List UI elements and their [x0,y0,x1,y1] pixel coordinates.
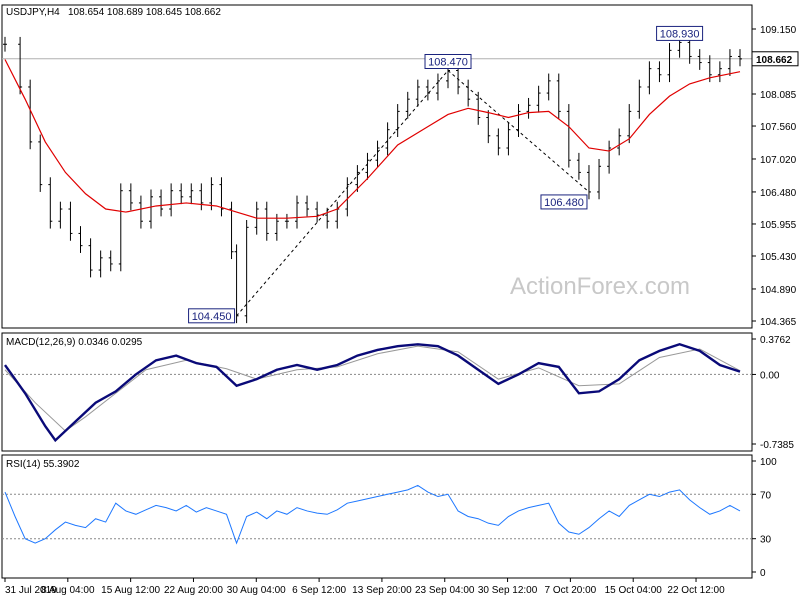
x-tick-label-4: 30 Aug 04:00 [227,585,286,596]
moving-average-line [4,59,741,219]
price-tick-label-3: 107.560 [760,122,797,133]
price-tick-label-6: 105.955 [760,220,797,231]
macd-main-line [4,343,741,443]
annotation-box-3 [188,308,236,324]
x-tick-label-6: 13 Sep 20:00 [352,585,412,596]
price-tick-label-2: 108.085 [760,90,797,101]
macd-tick-label-0: 0.3762 [760,335,791,346]
x-tick-label-3: 22 Aug 20:00 [164,585,223,596]
symbol-label: USDJPY,H4 [6,7,60,18]
rsi-tick-label-3: 0 [760,568,766,579]
trend-line-down [447,70,590,193]
price-tick-label-5: 106.480 [760,188,797,199]
annotation-label-1: 108.470 [428,56,468,68]
x-tick-label-8: 30 Sep 12:00 [478,585,538,596]
last-price-label: 108.662 [756,55,793,66]
macd-panel [1,332,753,452]
last-price-box [751,51,799,67]
rsi-tick-label-1: 70 [760,490,772,501]
watermark: ActionForex.com [510,273,690,300]
x-tick-label-9: 7 Oct 20:00 [545,585,597,596]
annotation-label-2: 106.480 [544,197,584,209]
annotation-label-3: 104.450 [192,311,232,323]
x-tick-label-0: 31 Jul 2019 [5,585,57,596]
ohlc-label: 108.654 108.689 108.645 108.662 [68,7,221,18]
price-tick-label-9: 104.365 [760,317,797,328]
rsi-line [4,484,741,545]
rsi-panel [1,454,753,579]
annotation-box-1 [424,53,472,69]
annotation-box-0 [656,25,704,41]
rsi-label: RSI(14) 55.3902 [6,459,80,470]
annotation-label-0: 108.930 [660,28,700,40]
x-tick-label-11: 22 Oct 12:00 [667,585,725,596]
x-tick-label-5: 6 Sep 12:00 [292,585,346,596]
price-tick-label-0: 109.150 [760,25,797,36]
macd-tick-label-2: -0.7385 [760,440,794,451]
x-tick-label-2: 15 Aug 12:00 [101,585,160,596]
x-tick-label-1: 8 Aug 04:00 [41,585,95,596]
price-tick-label-4: 107.020 [760,155,797,166]
annotation-box-2 [540,194,588,210]
macd-label: MACD(12,26,9) 0.0346 0.0295 [6,337,143,348]
price-tick-label-7: 105.430 [760,252,797,263]
macd-tick-label-1: 0.00 [760,370,780,381]
macd-signal-line [4,345,741,432]
price-tick-label-8: 104.890 [760,285,797,296]
rsi-tick-label-2: 30 [760,535,772,546]
x-tick-label-7: 23 Sep 04:00 [415,585,475,596]
rsi-tick-label-0: 100 [760,457,777,468]
x-tick-label-10: 15 Oct 04:00 [605,585,663,596]
